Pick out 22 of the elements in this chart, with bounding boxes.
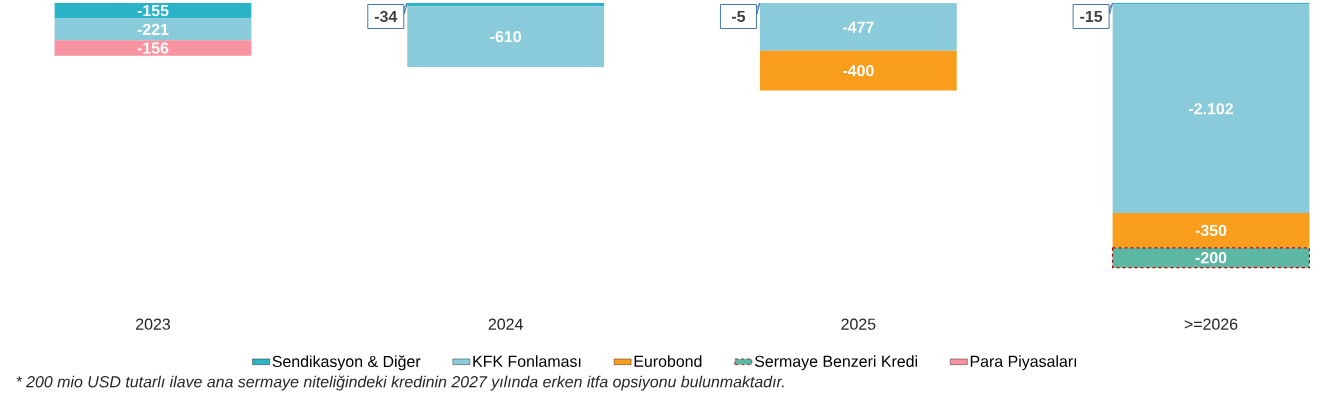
- x-tick-label: 2023: [136, 318, 171, 330]
- data-label: -477: [843, 21, 874, 33]
- data-label: -400: [843, 65, 874, 77]
- legend-label: Sendikasyon & Diğer: [272, 355, 421, 371]
- data-label: -221: [137, 23, 169, 35]
- data-label: -2.102: [1189, 103, 1233, 115]
- legend-label: Eurobond: [634, 355, 702, 367]
- x-tick-label: >=2026: [1184, 318, 1238, 330]
- legend-label: KFK Fonlaması: [473, 355, 581, 367]
- data-label: -15: [1080, 10, 1103, 23]
- data-label: -350: [1195, 224, 1227, 237]
- data-label: -34: [374, 10, 398, 23]
- legend-label: Sermaye Benzeri Kredi: [754, 355, 918, 371]
- legend-label: Para Piyasaları: [970, 355, 1077, 371]
- data-label: -5: [731, 10, 746, 23]
- x-tick-label: 2024: [488, 318, 523, 330]
- data-label: -610: [490, 31, 521, 43]
- x-tick-label: 2025: [841, 318, 876, 330]
- data-label: -155: [137, 5, 169, 17]
- data-label: -200: [1195, 252, 1227, 264]
- text: * 200 mio USD tutarlı ilave ana sermaye niteliğindeki kredinin 2027 yılında erken itfa opsiyonu bulunmaktadır.: [16, 375, 784, 391]
- data-label: -156: [137, 42, 169, 54]
